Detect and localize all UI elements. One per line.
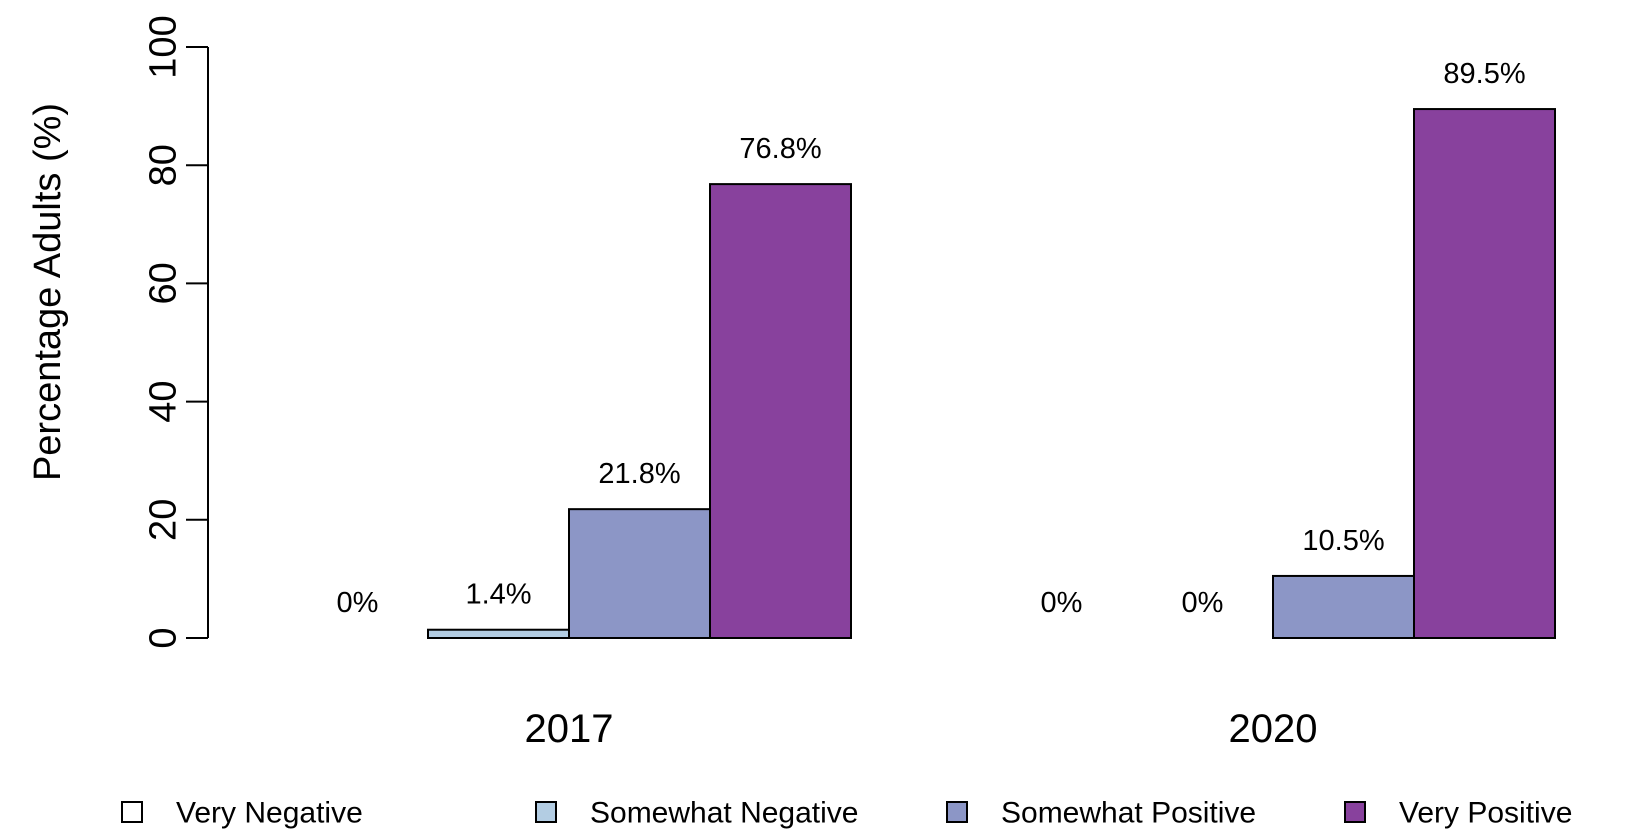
category-label: 2020 (1229, 707, 1318, 751)
y-tick-label: 100 (142, 15, 184, 78)
bar-data-label: 1.4% (465, 579, 531, 611)
y-axis-label: Percentage Adults (%) (27, 103, 69, 481)
y-tick-label: 20 (142, 499, 184, 541)
group-labels: 2017 2020 (525, 707, 1318, 751)
bar-data-label: 10.5% (1302, 525, 1384, 557)
y-tick-label: 80 (142, 144, 184, 186)
legend-label: Very Positive (1399, 797, 1572, 830)
bar-data-label: 21.8% (598, 458, 680, 490)
bar-data-label: 0% (1041, 587, 1083, 619)
bar (1413, 108, 1556, 640)
bars (427, 108, 1556, 640)
bar-data-label: 0% (1182, 587, 1224, 619)
bar (709, 183, 852, 639)
legend-swatch (1344, 801, 1366, 823)
legend-item: Very Positive (1344, 797, 1572, 830)
legend-item: Somewhat Positive (946, 797, 1256, 830)
legend-label: Somewhat Negative (590, 797, 858, 830)
bar-data-label: 0% (337, 587, 379, 619)
bar-data-label: 89.5% (1443, 58, 1525, 90)
y-tick-label: 40 (142, 380, 184, 422)
category-label: 2017 (525, 707, 614, 751)
legend-swatch (121, 801, 143, 823)
legend-swatch (946, 801, 968, 823)
legend-item: Very Negative (121, 797, 363, 830)
y-tick-label: 0 (142, 627, 184, 648)
y-tick-label: 60 (142, 262, 184, 304)
bar-data-label: 76.8% (739, 133, 821, 165)
bar (568, 508, 711, 639)
legend-item: Somewhat Negative (535, 797, 858, 830)
legend-label: Somewhat Positive (1001, 797, 1256, 830)
legend-swatch (535, 801, 557, 823)
bar (1272, 574, 1415, 640)
bar-labels: 0% 1.4% 21.8% 76.8% 0% 0% 10.5% 89.5% (337, 58, 1526, 619)
legend-label: Very Negative (176, 797, 363, 830)
bar (427, 628, 570, 640)
y-axis: 0 20 40 60 80 100 (142, 15, 209, 649)
legend: Very Negative Somewhat Negative Somewhat P… (121, 797, 1572, 830)
